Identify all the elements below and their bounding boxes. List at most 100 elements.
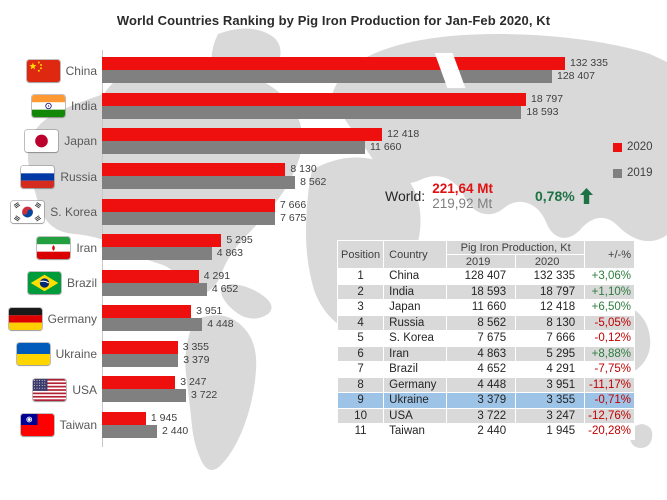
bar-value-2020: 132 335 xyxy=(570,57,608,69)
bar-value-2020: 3 247 xyxy=(180,376,207,389)
table-row-brazil: 7 Brazil 4 652 4 291 -7,75% xyxy=(338,362,634,377)
world-total-2019: 219,92 Mt xyxy=(432,196,493,211)
cell-country: Brazil xyxy=(384,362,447,377)
cell-2019: 11 660 xyxy=(447,300,516,315)
cell-change: -7,75% xyxy=(585,362,634,377)
cell-country: Taiwan xyxy=(384,424,447,439)
world-total-label: World: xyxy=(385,188,426,204)
cell-2019: 128 407 xyxy=(447,269,516,284)
cell-position: 6 xyxy=(338,346,384,361)
bar-2020-usa xyxy=(102,376,176,390)
bar-2020-ukraine xyxy=(102,340,178,354)
table-row-taiwan: 11 Taiwan 2 440 1 945 -20,28% xyxy=(338,424,634,439)
bar-value-2019: 4 863 xyxy=(216,247,243,260)
legend-swatch-2019-icon xyxy=(613,168,622,178)
bar-value-2019: 3 379 xyxy=(183,353,210,366)
bar-value-2019: 18 593 xyxy=(526,105,559,118)
country-label: Japan xyxy=(64,134,97,149)
cell-position: 2 xyxy=(338,284,384,299)
cell-change: -20,28% xyxy=(585,424,634,439)
bar-2019-brazil xyxy=(102,282,207,296)
country-label: Brazil xyxy=(66,276,97,291)
cell-position: 3 xyxy=(338,300,384,315)
cell-position: 7 xyxy=(338,362,384,377)
table-row-usa: 10 USA 3 722 3 247 -12,76% xyxy=(338,408,634,423)
world-total-block: World: 221,64 Mt 219,92 Mt 0,78% xyxy=(385,181,593,211)
cell-country: USA xyxy=(384,408,447,423)
bar-2019-iran xyxy=(102,247,212,261)
cell-2019: 18 593 xyxy=(447,284,516,299)
cell-country: Russia xyxy=(384,315,447,330)
header-position: Position xyxy=(338,241,384,268)
bar-row-japan: Japan 12 418 11 660 xyxy=(0,127,667,155)
bar-2019-germany xyxy=(102,318,203,332)
cell-change: +8,88% xyxy=(585,346,634,361)
table-row-japan: 3 Japan 11 660 12 418 +6,50% xyxy=(338,300,634,315)
header-change: +/-% xyxy=(585,241,634,268)
bar-value-2020: 7 666 xyxy=(279,198,307,211)
india-flag-icon xyxy=(31,95,65,117)
bar-value-2019: 4 652 xyxy=(211,282,239,295)
bar-row-ukraine: Ukraine 3 355 3 379 xyxy=(0,340,667,368)
bar-2019-taiwan xyxy=(102,424,157,438)
bar-value-2020: 8 130 xyxy=(290,163,317,176)
bar-2020-japan xyxy=(102,127,383,141)
cell-change: +6,50% xyxy=(585,300,634,315)
bar-2020-brazil xyxy=(102,269,199,283)
country-label: S. Korea xyxy=(50,205,97,220)
bar-value-2020: 1 945 xyxy=(150,411,178,424)
cell-position: 9 xyxy=(338,393,384,408)
bar-row-germany: Germany 3 951 4 448 xyxy=(0,305,667,332)
bar-row-russia: Russia 8 130 8 562 xyxy=(0,163,667,190)
bar-value-2019: 11 660 xyxy=(370,140,402,153)
cell-change: +1,10% xyxy=(585,284,634,299)
cell-2019: 7 675 xyxy=(447,331,516,346)
cell-2019: 4 652 xyxy=(447,362,516,377)
country-label: India xyxy=(70,99,97,113)
cell-position: 10 xyxy=(338,408,384,423)
cell-country: India xyxy=(384,284,447,299)
cell-position: 5 xyxy=(338,331,384,346)
bar-2020-germany xyxy=(102,305,192,319)
cell-position: 8 xyxy=(338,377,384,392)
country-label-group: Taiwan xyxy=(0,412,97,439)
world-change-value: 0,78% xyxy=(535,188,575,204)
world-change-percent: 0,78% xyxy=(535,188,593,204)
brazil-flag-icon xyxy=(27,272,61,295)
taiwan-flag-icon xyxy=(20,414,54,436)
bar-2019-ukraine xyxy=(102,353,179,367)
legend-item-2019: 2019 xyxy=(613,164,653,182)
bar-row-s-korea: S. Korea 7 666 7 675 xyxy=(0,198,667,226)
country-label-group: USA xyxy=(0,376,97,403)
country-label-group: S. Korea xyxy=(0,199,97,226)
bar-value-2019: 8 562 xyxy=(300,176,327,189)
skorea-flag-icon xyxy=(11,201,45,224)
russia-flag-icon xyxy=(21,165,55,188)
bar-value-2020: 5 295 xyxy=(226,234,253,247)
table-row-iran: 6 Iran 4 863 5 295 +8,88% xyxy=(338,346,634,361)
cell-2020: 18 797 xyxy=(516,284,585,299)
bar-2020-india xyxy=(102,92,526,106)
germany-flag-icon xyxy=(8,307,42,330)
bar-row-iran: Iran 5 295 4 863 xyxy=(0,234,667,261)
header-country: Country xyxy=(384,241,447,268)
ranking-table-header: Position Country Pig Iron Production, Kt… xyxy=(338,241,634,268)
cell-2020: 132 335 xyxy=(516,269,585,284)
country-label-group: India xyxy=(0,93,97,120)
country-label-group: Iran xyxy=(0,234,97,261)
bar-2019-china xyxy=(102,70,552,83)
cell-2020: 8 130 xyxy=(516,315,585,330)
bar-2019-japan xyxy=(102,140,365,154)
cell-change: +3,06% xyxy=(585,269,634,284)
cell-position: 4 xyxy=(338,315,384,330)
cell-2020: 5 295 xyxy=(516,346,585,361)
cell-2019: 3 722 xyxy=(447,408,516,423)
country-label: Taiwan xyxy=(59,418,97,432)
table-row-china: 1 China 128 407 132 335 +3,06% xyxy=(338,269,634,284)
cell-2020: 3 247 xyxy=(516,408,585,423)
bar-2019-skorea xyxy=(102,211,276,225)
country-label: China xyxy=(65,63,97,78)
cell-2020: 3 355 xyxy=(516,393,585,408)
cell-change: -0,12% xyxy=(585,331,634,346)
country-label-group: Germany xyxy=(0,305,97,332)
